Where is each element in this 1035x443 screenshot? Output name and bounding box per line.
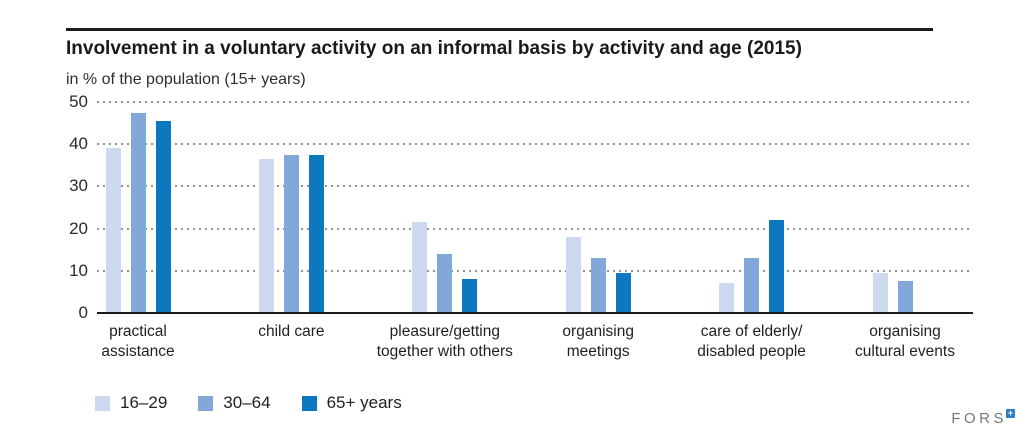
legend-label-16-29: 16–29	[120, 393, 168, 412]
category-label: pleasure/getting together with others	[376, 323, 513, 360]
bar-group1-series2	[130, 112, 146, 313]
bar-group2-series2	[283, 154, 299, 313]
y-tick-label: 50	[69, 92, 88, 111]
legend-label-30-64: 30–64	[223, 393, 271, 412]
y-tick-label: 40	[69, 134, 88, 154]
fors-logo-mark-icon: +	[1006, 408, 1015, 418]
bar-group3-series3	[462, 279, 478, 313]
title-rule	[66, 28, 933, 31]
category-label: organising meetings	[562, 323, 634, 360]
category-label: organising cultural events	[855, 323, 955, 360]
legend-item-65plus: 65+ years	[301, 393, 402, 413]
bar-group5-series3	[769, 220, 785, 313]
bar-group4-series2	[590, 258, 606, 313]
bar-group2-series1	[258, 158, 274, 313]
y-tick-label: 10	[69, 260, 88, 280]
category-label: child care	[258, 323, 325, 340]
bar-group1-series1	[105, 148, 121, 313]
chart-title: Involvement in a voluntary activity on a…	[66, 38, 802, 59]
fors-logo: FORS+	[951, 408, 1015, 427]
gridline-50	[97, 101, 973, 103]
bar-group4-series1	[565, 237, 581, 313]
bar-group3-series2	[437, 253, 453, 313]
legend-item-30-64: 30–64	[198, 393, 271, 413]
legend-label-65plus: 65+ years	[326, 393, 402, 412]
legend: 16–29 30–64 65+ years	[95, 393, 402, 413]
legend-swatch-16-29	[95, 395, 110, 411]
fors-logo-text: FORS	[951, 410, 1007, 427]
legend-item-16-29: 16–29	[95, 393, 167, 413]
y-tick-label: 20	[69, 218, 88, 238]
legend-swatch-30-64	[198, 395, 214, 411]
gridline-40	[97, 143, 973, 146]
bar-group1-series3	[155, 120, 171, 313]
bar-group5-series2	[744, 258, 760, 313]
bar-group6-series2	[897, 281, 913, 313]
y-tick-label: 30	[69, 176, 88, 196]
bar-group4-series3	[615, 272, 631, 313]
x-axis-baseline	[97, 312, 973, 314]
gridline-10	[97, 269, 973, 272]
chart-subtitle: in % of the population (15+ years)	[66, 71, 306, 88]
legend-swatch-65plus	[301, 395, 317, 411]
y-tick-label: 0	[78, 303, 88, 322]
bar-group5-series1	[719, 283, 735, 313]
bar-group3-series1	[412, 222, 428, 313]
category-label: practical assistance	[101, 323, 175, 360]
bar-group6-series1	[872, 272, 888, 313]
bar-group2-series3	[308, 154, 324, 313]
gridline-20	[97, 227, 973, 230]
gridline-30	[97, 185, 973, 188]
category-label: care of elderly/ disabled people	[697, 323, 806, 360]
